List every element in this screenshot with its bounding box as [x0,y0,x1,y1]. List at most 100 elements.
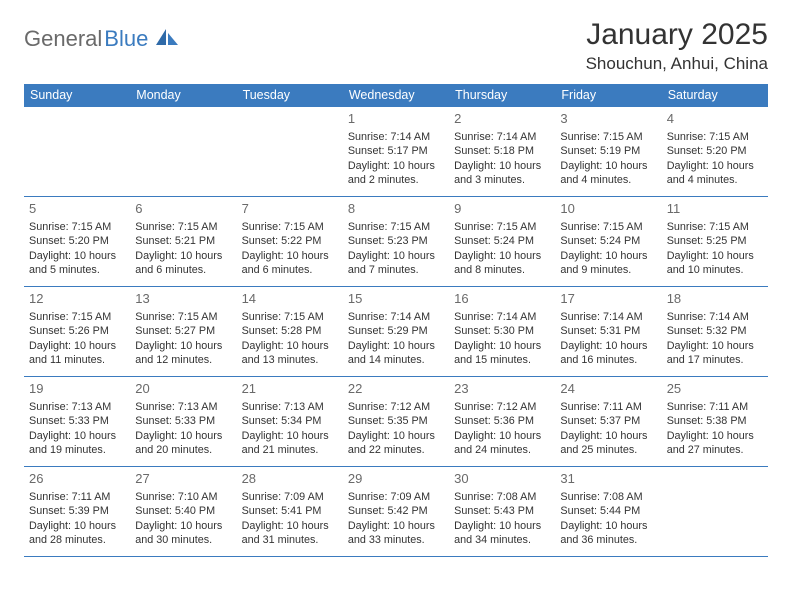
day-number: 8 [348,200,444,218]
day-info-line: and 25 minutes. [560,443,656,458]
day-number: 11 [667,200,763,218]
day-info-line: Daylight: 10 hours [560,159,656,174]
calendar-day-cell: 22Sunrise: 7:12 AMSunset: 5:35 PMDayligh… [343,377,449,467]
day-info-line: Sunset: 5:36 PM [454,414,550,429]
calendar-header-row: SundayMondayTuesdayWednesdayThursdayFrid… [24,84,768,107]
logo: GeneralBlue [24,18,180,52]
day-info-line: Sunrise: 7:15 AM [29,220,125,235]
calendar-day-cell: 25Sunrise: 7:11 AMSunset: 5:38 PMDayligh… [662,377,768,467]
day-info-line: Sunset: 5:41 PM [242,504,338,519]
calendar-day-cell: 30Sunrise: 7:08 AMSunset: 5:43 PMDayligh… [449,467,555,557]
day-info-line: and 4 minutes. [560,173,656,188]
day-info-line: Sunrise: 7:14 AM [454,310,550,325]
day-info-line: and 9 minutes. [560,263,656,278]
day-number: 4 [667,110,763,128]
weekday-header: Sunday [24,84,130,107]
day-info-line: Sunrise: 7:12 AM [348,400,444,415]
day-number: 6 [135,200,231,218]
day-number: 22 [348,380,444,398]
day-info-line: and 10 minutes. [667,263,763,278]
day-number: 17 [560,290,656,308]
day-info-line: Sunset: 5:20 PM [29,234,125,249]
day-info-line: Sunrise: 7:15 AM [242,220,338,235]
day-info-line: Sunset: 5:37 PM [560,414,656,429]
day-info-line: Daylight: 10 hours [560,519,656,534]
day-info-line: Sunrise: 7:15 AM [348,220,444,235]
weekday-header: Friday [555,84,661,107]
day-info-line: and 2 minutes. [348,173,444,188]
title-block: January 2025 Shouchun, Anhui, China [586,18,768,74]
calendar-day-cell: 12Sunrise: 7:15 AMSunset: 5:26 PMDayligh… [24,287,130,377]
day-info-line: Sunset: 5:18 PM [454,144,550,159]
weekday-header: Monday [130,84,236,107]
day-number: 20 [135,380,231,398]
day-info-line: and 6 minutes. [242,263,338,278]
day-info-line: Daylight: 10 hours [29,519,125,534]
day-info-line: Sunset: 5:21 PM [135,234,231,249]
calendar-day-cell: 14Sunrise: 7:15 AMSunset: 5:28 PMDayligh… [237,287,343,377]
day-info-line: Daylight: 10 hours [348,159,444,174]
day-number: 2 [454,110,550,128]
day-info-line: Daylight: 10 hours [29,339,125,354]
day-info-line: and 36 minutes. [560,533,656,548]
day-info-line: Daylight: 10 hours [348,429,444,444]
day-info-line: Sunset: 5:26 PM [29,324,125,339]
day-info-line: Daylight: 10 hours [454,429,550,444]
day-info-line: Sunset: 5:25 PM [667,234,763,249]
day-info-line: and 20 minutes. [135,443,231,458]
day-info-line: Sunset: 5:29 PM [348,324,444,339]
day-info-line: and 6 minutes. [135,263,231,278]
day-info-line: Daylight: 10 hours [242,339,338,354]
day-info-line: Sunrise: 7:14 AM [560,310,656,325]
day-info-line: Daylight: 10 hours [454,339,550,354]
calendar-day-cell: 16Sunrise: 7:14 AMSunset: 5:30 PMDayligh… [449,287,555,377]
calendar-week-row: 26Sunrise: 7:11 AMSunset: 5:39 PMDayligh… [24,467,768,557]
day-number: 29 [348,470,444,488]
weekday-header: Thursday [449,84,555,107]
day-info-line: Daylight: 10 hours [667,339,763,354]
day-info-line: and 34 minutes. [454,533,550,548]
day-info-line: Sunset: 5:33 PM [135,414,231,429]
day-info-line: and 33 minutes. [348,533,444,548]
weekday-header: Saturday [662,84,768,107]
day-number: 5 [29,200,125,218]
day-number: 25 [667,380,763,398]
day-info-line: Sunset: 5:42 PM [348,504,444,519]
day-info-line: Daylight: 10 hours [454,249,550,264]
day-info-line: Sunrise: 7:15 AM [667,130,763,145]
day-info-line: and 3 minutes. [454,173,550,188]
day-info-line: and 5 minutes. [29,263,125,278]
logo-text-blue: Blue [104,26,148,52]
calendar-day-cell: 1Sunrise: 7:14 AMSunset: 5:17 PMDaylight… [343,107,449,197]
calendar-day-cell [662,467,768,557]
day-info-line: Sunset: 5:23 PM [348,234,444,249]
day-info-line: and 30 minutes. [135,533,231,548]
day-info-line: and 7 minutes. [348,263,444,278]
day-info-line: Sunrise: 7:15 AM [454,220,550,235]
day-info-line: Sunrise: 7:11 AM [667,400,763,415]
day-info-line: and 8 minutes. [454,263,550,278]
day-number: 1 [348,110,444,128]
day-info-line: Sunset: 5:17 PM [348,144,444,159]
day-number: 28 [242,470,338,488]
day-number: 10 [560,200,656,218]
calendar-day-cell: 17Sunrise: 7:14 AMSunset: 5:31 PMDayligh… [555,287,661,377]
calendar-day-cell: 23Sunrise: 7:12 AMSunset: 5:36 PMDayligh… [449,377,555,467]
day-info-line: Sunset: 5:31 PM [560,324,656,339]
day-info-line: Sunrise: 7:14 AM [454,130,550,145]
calendar-week-row: 1Sunrise: 7:14 AMSunset: 5:17 PMDaylight… [24,107,768,197]
day-info-line: Daylight: 10 hours [242,429,338,444]
day-info-line: Daylight: 10 hours [242,249,338,264]
calendar-day-cell: 29Sunrise: 7:09 AMSunset: 5:42 PMDayligh… [343,467,449,557]
day-info-line: and 4 minutes. [667,173,763,188]
day-number: 7 [242,200,338,218]
day-info-line: Sunrise: 7:15 AM [560,130,656,145]
day-info-line: and 14 minutes. [348,353,444,368]
day-number: 27 [135,470,231,488]
day-number: 30 [454,470,550,488]
calendar-day-cell: 15Sunrise: 7:14 AMSunset: 5:29 PMDayligh… [343,287,449,377]
day-info-line: Daylight: 10 hours [242,519,338,534]
day-info-line: Sunset: 5:32 PM [667,324,763,339]
day-info-line: Sunrise: 7:15 AM [135,310,231,325]
day-info-line: and 24 minutes. [454,443,550,458]
